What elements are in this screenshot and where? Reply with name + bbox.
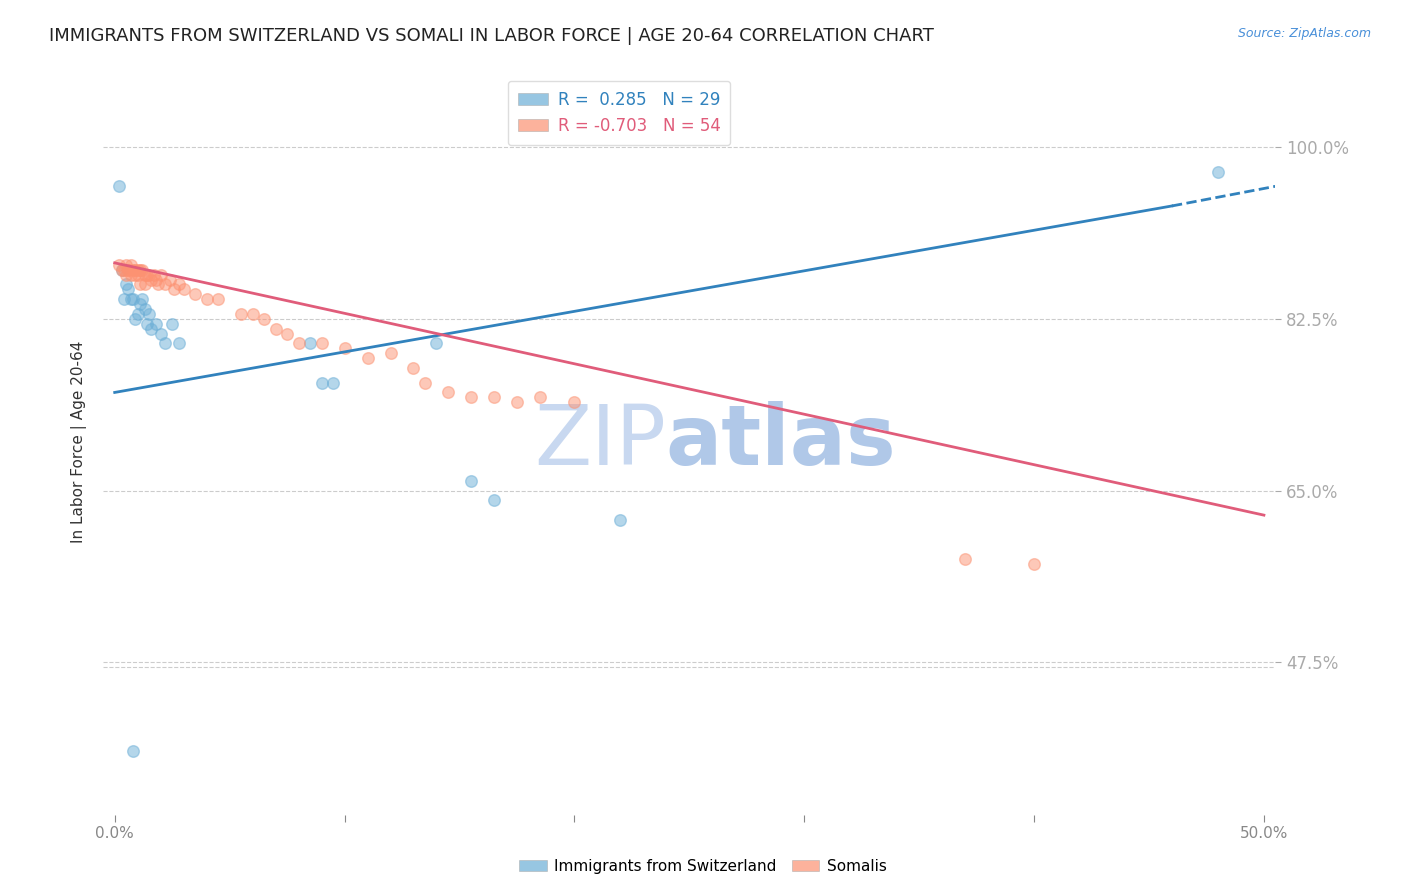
Text: IMMIGRANTS FROM SWITZERLAND VS SOMALI IN LABOR FORCE | AGE 20-64 CORRELATION CHA: IMMIGRANTS FROM SWITZERLAND VS SOMALI IN… [49,27,934,45]
Point [134,301,156,316]
Point [333,341,356,355]
Point [482,390,505,404]
Point [356,351,378,365]
Point [122,744,145,758]
Point [134,277,156,292]
Point [115,268,138,282]
Point [138,268,160,282]
Point [413,376,436,390]
Point [127,262,149,277]
Point [242,307,264,321]
Text: atlas: atlas [666,401,897,482]
Point [167,336,190,351]
Point [129,262,152,277]
Point [299,336,322,351]
Point [609,513,631,527]
Point [287,336,309,351]
Point [229,307,252,321]
Point [135,268,157,282]
Point [159,272,181,286]
Point [131,262,153,277]
Point [160,317,183,331]
Point [163,282,186,296]
Point [115,277,138,292]
Point [129,277,152,292]
Point [207,292,229,306]
Point [112,292,135,306]
Point [117,282,139,296]
Point [322,376,344,390]
Point [1206,164,1229,178]
Point [155,336,177,351]
Point [117,262,139,277]
Point [141,321,163,335]
Point [122,292,145,306]
Point [460,390,482,404]
Point [145,317,167,331]
Text: ZIP: ZIP [534,401,666,482]
Point [149,326,172,341]
Point [110,262,132,277]
Point [184,287,207,301]
Point [482,493,505,508]
Point [127,307,149,321]
Point [437,385,460,400]
Point [253,311,276,326]
Point [149,268,172,282]
Point [155,277,177,292]
Point [425,336,447,351]
Point [134,268,156,282]
Y-axis label: In Labor Force | Age 20-64: In Labor Force | Age 20-64 [72,341,87,542]
Point [195,292,218,306]
Point [380,346,402,360]
Point [122,262,145,277]
Point [311,336,333,351]
Text: Source: ZipAtlas.com: Source: ZipAtlas.com [1237,27,1371,40]
Point [173,282,195,296]
Point [127,268,149,282]
Point [142,268,165,282]
Point [460,474,482,488]
Point [129,297,152,311]
Point [953,552,976,566]
Point [311,376,333,390]
Point [141,272,163,286]
Point [135,317,157,331]
Point [402,360,425,375]
Point [124,311,146,326]
Point [124,268,146,282]
Point [120,258,142,272]
Point [131,292,153,306]
Point [112,262,135,277]
Point [529,390,551,404]
Point [167,277,190,292]
Point [120,268,142,282]
Point [110,262,132,277]
Point [117,262,139,277]
Point [506,395,529,409]
Legend: R =  0.285   N = 29, R = -0.703   N = 54: R = 0.285 N = 29, R = -0.703 N = 54 [508,80,730,145]
Point [145,272,167,286]
Point [276,326,298,341]
Point [264,321,287,335]
Point [120,292,142,306]
Point [108,179,131,194]
Point [1022,558,1045,572]
Legend: Immigrants from Switzerland, Somalis: Immigrants from Switzerland, Somalis [513,853,893,880]
Point [148,277,170,292]
Point [564,395,586,409]
Point [108,258,131,272]
Point [124,262,146,277]
Point [138,307,160,321]
Point [115,258,138,272]
